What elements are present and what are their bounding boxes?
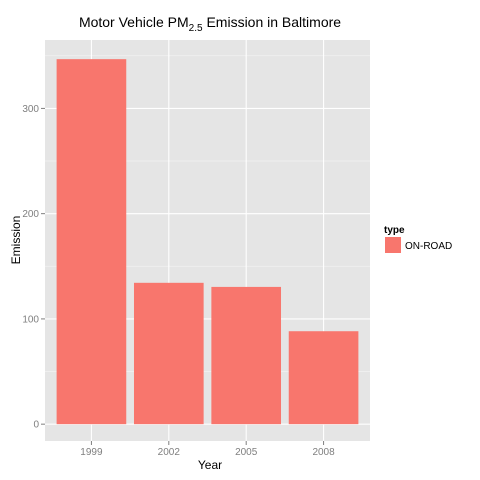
bar-2002 (133, 282, 204, 425)
x-tick-label: 2002 (158, 447, 181, 458)
y-tick-label: 100 (22, 314, 39, 325)
chart-title: Motor Vehicle PM2.5 Emission in Baltimor… (79, 14, 341, 34)
y-tick-label: 300 (22, 104, 39, 115)
chart-title-main: Motor Vehicle PM (79, 14, 189, 30)
legend: type ON-ROAD (384, 225, 452, 253)
x-axis-title: Year (198, 458, 222, 472)
chart-title-rest: Emission in Baltimore (203, 14, 342, 30)
bar-2008 (288, 331, 359, 425)
y-tick-label: 200 (22, 209, 39, 220)
x-axis: 1999 2002 2005 2008 (80, 441, 335, 458)
y-axis-title: Emission (9, 216, 23, 265)
bar-1999 (56, 59, 127, 425)
chart-title-subscript: 2.5 (189, 23, 203, 34)
y-axis: 0 100 200 300 (22, 104, 45, 431)
legend-label: ON-ROAD (405, 241, 452, 252)
bars (56, 59, 359, 425)
legend-title: type (384, 225, 405, 236)
legend-key (385, 237, 401, 253)
bar-2005 (211, 286, 282, 425)
x-tick-label: 1999 (80, 447, 103, 458)
x-tick-label: 2008 (312, 447, 335, 458)
y-tick-label: 0 (33, 420, 39, 431)
x-tick-label: 2005 (235, 447, 258, 458)
